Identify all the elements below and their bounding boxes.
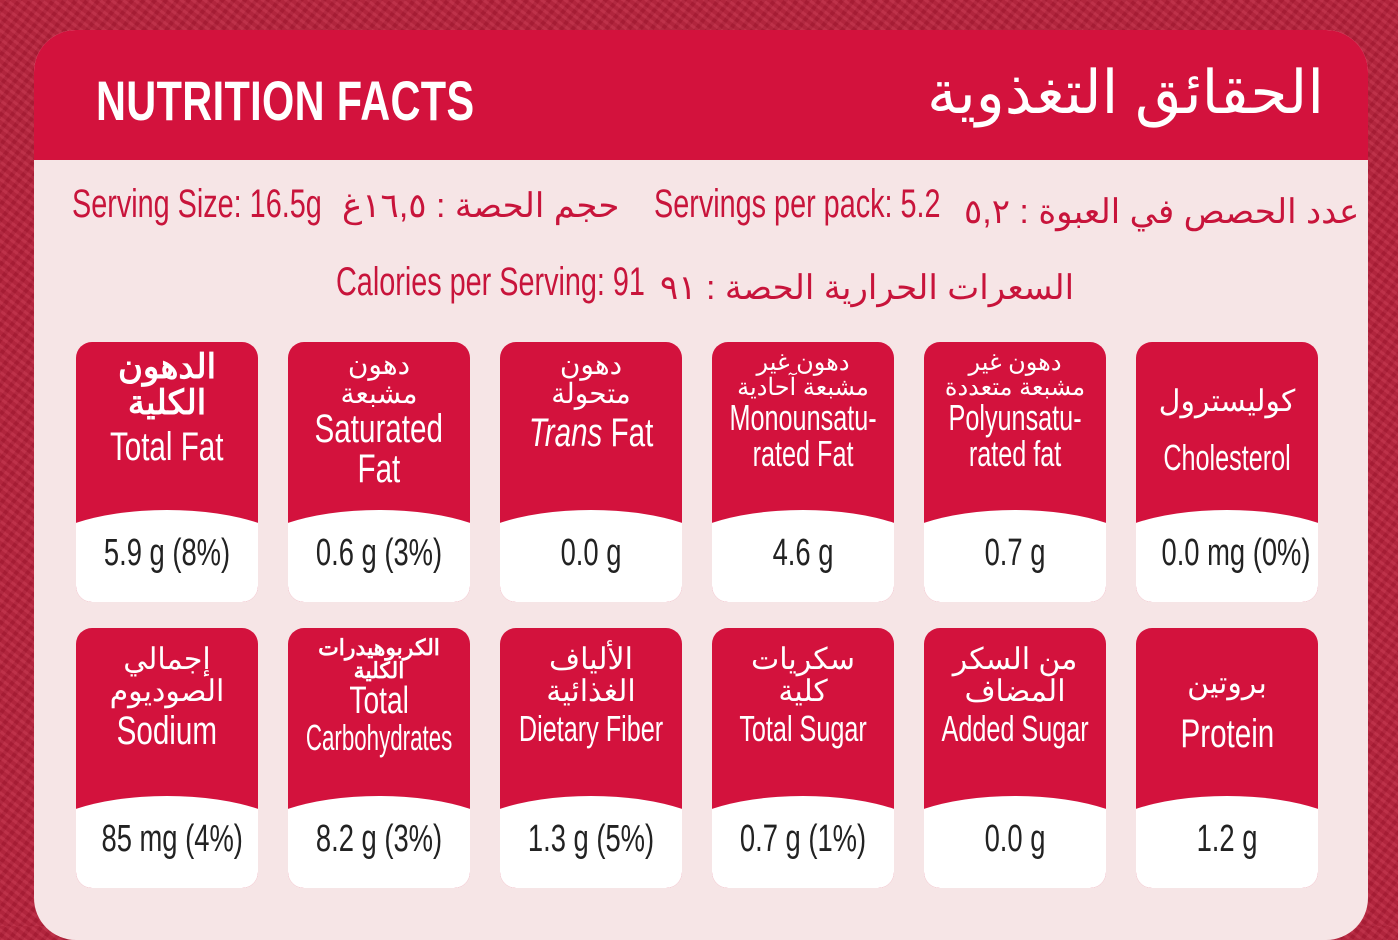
value-box — [500, 510, 682, 602]
nutrient-value: 0.0 g — [984, 818, 1046, 860]
nutrient-value: 0.0 g — [560, 532, 622, 574]
nutrient-arabic-label: دهون — [559, 349, 623, 380]
nutrient-card-total-sugar: سكريات كلية Total Sugar 0.7 g (1%) — [712, 628, 894, 888]
nutrient-arabic-label: الكربوهيدرات — [318, 635, 440, 660]
value-box — [288, 796, 470, 888]
nutrient-arabic-label: الغذائية — [546, 674, 636, 708]
nutrient-value: 1.2 g — [1196, 818, 1258, 860]
nutrient-arabic-label: دهون — [347, 349, 411, 380]
nutrient-card-polyunsaturated-fat: دهون غير مشبعة متعددة Polyunsatu- rated … — [924, 342, 1106, 602]
nutrient-english-label: Trans Fat — [529, 413, 653, 453]
nutrient-english-label: Cholesterol — [1163, 436, 1291, 478]
value-box — [924, 510, 1106, 602]
nutrient-card-protein: بروتين Protein 1.2 g — [1136, 628, 1318, 888]
nutrient-arabic-label: مشبعة — [340, 378, 418, 410]
nutrient-arabic-label: دهون غير — [968, 349, 1062, 376]
value-box — [712, 510, 894, 602]
nutrient-arabic-label: دهون غير — [756, 349, 850, 376]
nutrition-panel: NUTRITION FACTS الحقائق التغذوية Serving… — [34, 30, 1368, 940]
nutrient-english-label: rated fat — [968, 433, 1062, 475]
serving-size-english: Serving Size: 16.5g — [72, 182, 322, 226]
nutrient-english-label: Carbohydrates — [305, 717, 453, 759]
value-box — [76, 796, 258, 888]
nutrient-value: 0.7 g — [984, 532, 1046, 574]
calories-arabic: السعرات الحرارية الحصة : ٩١ — [660, 269, 1075, 307]
nutrient-arabic-label: بروتين — [1187, 667, 1267, 700]
title-arabic: الحقائق التغذوية — [926, 59, 1324, 126]
fat-label: Fat — [610, 410, 654, 455]
serving-size-arabic: حجم الحصة : ١٦,٥غ — [342, 187, 620, 225]
nutrient-arabic-label: سكريات — [751, 643, 855, 676]
nutrient-card-dietary-fiber: الألياف الغذائية Dietary Fiber 1.3 g (5%… — [500, 628, 682, 888]
value-box — [76, 510, 258, 602]
nutrient-value: 85 mg (4%) — [101, 818, 243, 860]
trans-italic-label: Trans — [528, 410, 603, 455]
nutrient-english-label: Polyunsatu- — [948, 397, 1082, 439]
nutrient-arabic-label: كلية — [778, 674, 828, 708]
nutrient-english-label: Fat — [357, 446, 401, 491]
nutrient-english-label: Protein — [1180, 711, 1274, 756]
nutrient-card-trans-fat: دهون متحولة Trans Fat 0.0 g — [500, 342, 682, 602]
nutrient-value: 0.6 g (3%) — [315, 532, 443, 574]
value-box — [924, 796, 1106, 888]
nutrient-english-label: Monounsatu- — [729, 397, 877, 439]
nutrient-card-saturated-fat: دهون مشبعة Saturated Fat 0.6 g (3%) — [288, 342, 470, 602]
nutrient-english-label: Total Fat — [110, 425, 224, 470]
nutrient-value: 8.2 g (3%) — [315, 818, 443, 860]
nutrient-card-total-fat: الدهون الكلية Total Fat 5.9 g (8%) — [76, 342, 258, 602]
nutrient-arabic-label: الصوديوم — [109, 674, 225, 708]
nutrient-card-added-sugar: من السكر المضاف Added Sugar 0.0 g — [924, 628, 1106, 888]
nutrient-card-monounsaturated-fat: دهون غير مشبعة آحادية Monounsatu- rated … — [712, 342, 894, 602]
nutrient-value: 5.9 g (8%) — [103, 532, 231, 574]
nutrient-arabic-label: الدهون — [117, 348, 217, 386]
nutrient-english-label: rated Fat — [752, 433, 854, 475]
title-english: NUTRITION FACTS — [96, 69, 475, 132]
nutrient-arabic-label: الكلية — [127, 383, 207, 422]
nutrient-english-label: Total Sugar — [739, 708, 867, 749]
nutrient-english-label: Dietary Fiber — [518, 708, 664, 749]
nutrient-card-total-carbohydrates: الكربوهيدرات الكلية Total Carbohydrates … — [288, 628, 470, 888]
header-bar: NUTRITION FACTS الحقائق التغذوية — [34, 30, 1368, 160]
value-box — [712, 796, 894, 888]
nutrient-english-label: Saturated — [314, 406, 444, 451]
nutrient-arabic-label: الكلية — [353, 658, 405, 684]
nutrient-value: 1.3 g (5%) — [527, 818, 655, 860]
servings-per-pack-arabic: عدد الحصص في العبوة : ٥,٢ — [964, 193, 1360, 231]
nutrient-arabic-label: المضاف — [964, 674, 1066, 708]
nutrient-arabic-label: مشبعة متعددة — [944, 374, 1086, 402]
nutrient-arabic-label: متحولة — [551, 378, 631, 410]
nutrient-value: 0.7 g (1%) — [739, 818, 867, 860]
value-box — [1136, 796, 1318, 888]
value-box — [1136, 510, 1318, 602]
nutrient-arabic-label: الألياف — [549, 643, 633, 676]
nutrient-arabic-label: مشبعة آحادية — [737, 374, 869, 402]
value-box — [288, 510, 470, 602]
nutrient-arabic-label: من السكر — [952, 643, 1078, 676]
nutrient-english-label: Added Sugar — [941, 708, 1089, 749]
value-box — [500, 796, 682, 888]
calories-english: Calories per Serving: 91 — [336, 260, 645, 304]
servings-per-pack-english: Servings per pack: 5.2 — [654, 182, 941, 226]
nutrient-value: 0.0 mg (0%) — [1161, 532, 1311, 574]
nutrient-arabic-label: إجمالي — [123, 643, 211, 676]
nutrient-arabic-label: كوليسترول — [1158, 385, 1296, 418]
nutrient-english-label: Sodium — [116, 709, 218, 753]
nutrient-value: 4.6 g — [772, 532, 834, 574]
nutrient-card-cholesterol: كوليسترول Cholesterol 0.0 mg (0%) — [1136, 342, 1318, 602]
nutrient-english-label: Total — [349, 680, 409, 723]
nutrient-card-sodium: إجمالي الصوديوم Sodium 85 mg (4%) — [76, 628, 258, 888]
